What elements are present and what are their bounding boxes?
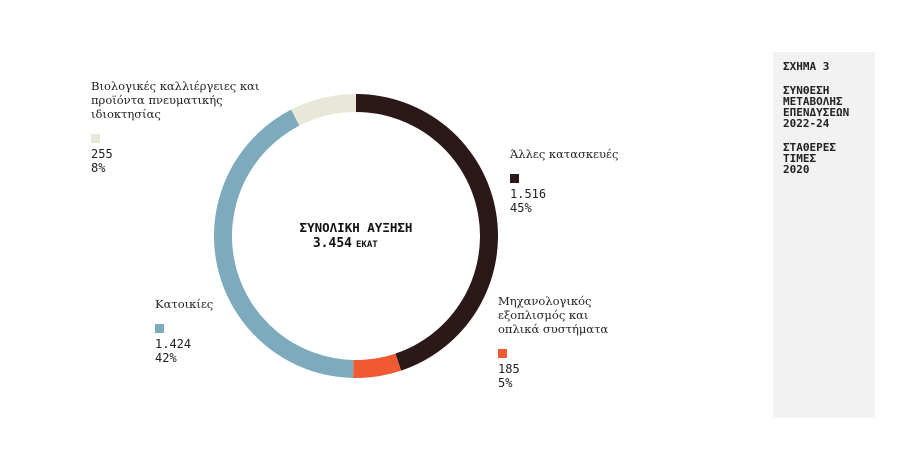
- donut-segment: [214, 109, 354, 378]
- percent-label: 45%: [510, 201, 532, 215]
- label-name: οπλικά συστήματα: [498, 322, 608, 336]
- percent-label: 42%: [155, 351, 177, 365]
- percent-label: 8%: [91, 161, 106, 175]
- label-name: Άλλες κατασκευές: [509, 147, 618, 161]
- center-title: ΣΥΝΟΛΙΚΗ ΑΥΞΗΣΗ: [300, 220, 413, 235]
- sidebar-subtitle: 2020: [783, 163, 810, 176]
- center-unit: ΕΚΑΤ: [356, 240, 378, 250]
- label-name: Μηχανολογικός: [498, 294, 591, 308]
- label-name: Βιολογικές καλλιέργειες και: [91, 79, 259, 93]
- center-value: 3.454: [313, 236, 352, 251]
- label-name: εξοπλισμός και: [498, 308, 588, 322]
- sidebar-title: ΕΠΕΝΔΥΣΕΩΝ: [783, 106, 849, 119]
- figure-label: ΣΧΗΜΑ 3: [783, 60, 829, 73]
- value-label: 1.424: [155, 337, 191, 351]
- value-label: 255: [91, 147, 113, 161]
- donut-segment: [291, 94, 356, 126]
- sidebar-panel: [773, 52, 875, 418]
- label-name: Κατοικίες: [155, 297, 213, 311]
- label-name: προϊόντα πνευματικής: [91, 93, 223, 107]
- legend-swatch: [510, 174, 519, 183]
- sidebar-subtitle: ΤΙΜΕΣ: [783, 152, 816, 165]
- donut-segment: [353, 353, 402, 378]
- value-label: 1.516: [510, 187, 546, 201]
- legend-swatch: [155, 324, 164, 333]
- sidebar-title: ΣΥΝΘΕΣΗ: [783, 84, 829, 97]
- sidebar-title: ΜΕΤΑΒΟΛΗΣ: [783, 95, 843, 108]
- percent-label: 5%: [498, 376, 513, 390]
- donut-segment: [356, 94, 498, 371]
- sidebar-title: 2022-24: [783, 117, 830, 130]
- value-label: 185: [498, 362, 520, 376]
- legend-swatch: [91, 134, 100, 143]
- legend-swatch: [498, 349, 507, 358]
- label-name: ιδιοκτησίας: [91, 107, 161, 121]
- sidebar-subtitle: ΣΤΑΘΕΡΕΣ: [783, 141, 836, 154]
